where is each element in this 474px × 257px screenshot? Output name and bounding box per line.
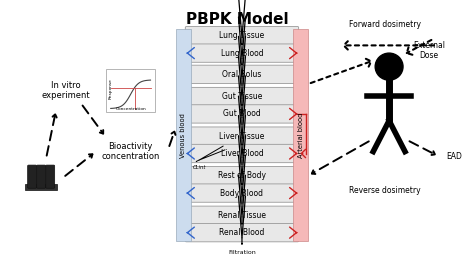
Text: Liver Blood: Liver Blood <box>220 149 264 158</box>
Text: Renal Blood: Renal Blood <box>219 228 264 237</box>
Text: Lung Tissue: Lung Tissue <box>219 31 264 40</box>
Bar <box>176 29 191 241</box>
Text: Bioactivity
concentration: Bioactivity concentration <box>101 142 160 161</box>
Text: Rest of Body: Rest of Body <box>218 171 266 180</box>
Text: Forward dosimetry: Forward dosimetry <box>349 20 421 29</box>
Text: Renal Tissue: Renal Tissue <box>218 211 266 220</box>
FancyBboxPatch shape <box>185 65 299 84</box>
Bar <box>106 69 155 113</box>
Text: Response: Response <box>109 78 113 99</box>
Text: Gut Tissue: Gut Tissue <box>222 92 262 101</box>
Text: In vitro
experiment: In vitro experiment <box>42 81 91 100</box>
Text: Filtration: Filtration <box>228 250 256 255</box>
Text: Liver Tissue: Liver Tissue <box>219 132 264 141</box>
Text: PBPK Model: PBPK Model <box>186 12 288 27</box>
Text: Reverse dosimetry: Reverse dosimetry <box>349 186 421 195</box>
Text: External
Dose: External Dose <box>413 41 445 60</box>
Circle shape <box>375 53 403 80</box>
Text: Venous blood: Venous blood <box>180 113 186 158</box>
Bar <box>293 29 308 241</box>
FancyBboxPatch shape <box>185 144 299 163</box>
FancyBboxPatch shape <box>185 127 299 145</box>
Text: Gut Blood: Gut Blood <box>223 109 261 118</box>
FancyBboxPatch shape <box>185 87 299 106</box>
Bar <box>26 184 57 190</box>
Text: Lung Blood: Lung Blood <box>221 49 263 58</box>
FancyBboxPatch shape <box>185 26 299 45</box>
Text: EAD: EAD <box>446 152 462 161</box>
FancyBboxPatch shape <box>185 184 299 202</box>
Text: Arterial blood: Arterial blood <box>298 113 304 158</box>
Text: Body Blood: Body Blood <box>220 189 264 198</box>
FancyBboxPatch shape <box>46 165 55 188</box>
FancyBboxPatch shape <box>185 206 299 224</box>
FancyBboxPatch shape <box>185 224 299 242</box>
Text: CLint: CLint <box>193 166 206 170</box>
FancyBboxPatch shape <box>185 167 299 185</box>
FancyBboxPatch shape <box>27 165 36 188</box>
Text: Oral Bolus: Oral Bolus <box>222 70 262 79</box>
FancyBboxPatch shape <box>185 44 299 62</box>
FancyBboxPatch shape <box>36 165 46 188</box>
FancyBboxPatch shape <box>185 105 299 123</box>
Text: Concentration: Concentration <box>115 107 146 111</box>
